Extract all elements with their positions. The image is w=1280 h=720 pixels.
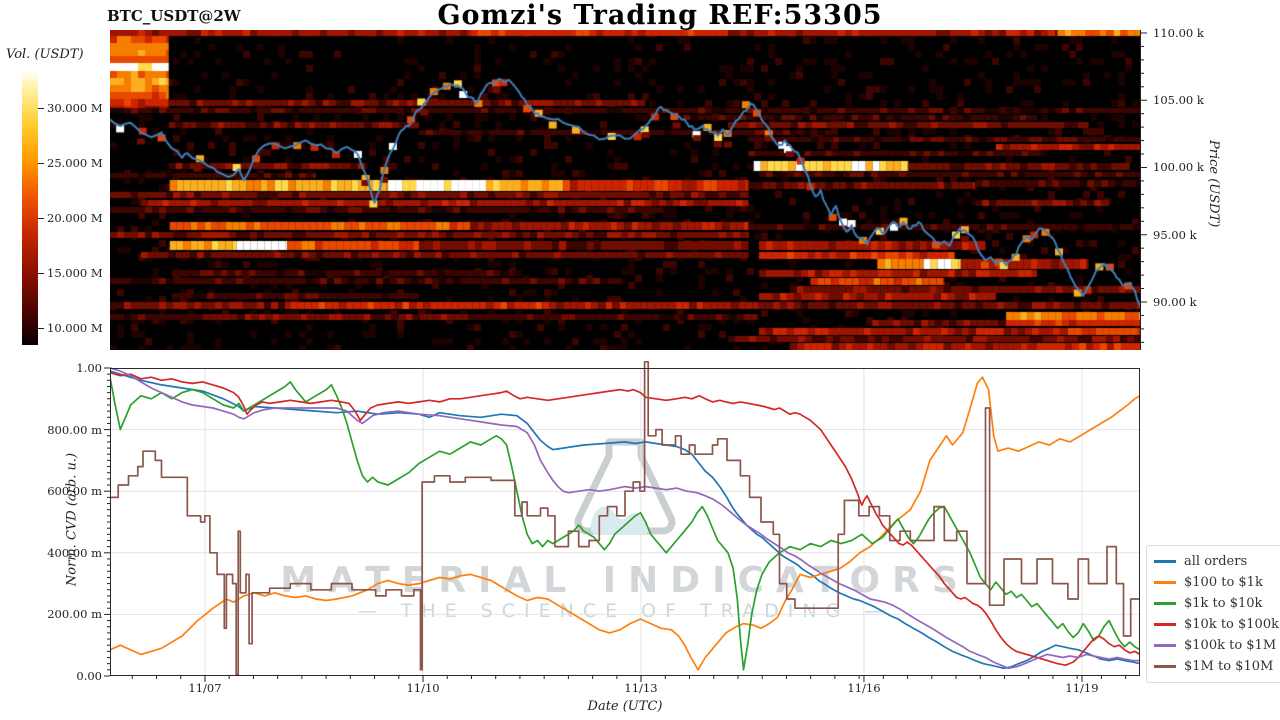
series--10k-to-100k (110, 371, 1140, 667)
cvd-ytick-label: 0.00 (76, 669, 102, 683)
price-tick-label: 95.00 k (1153, 227, 1197, 242)
legend-line-sample (1154, 665, 1176, 668)
colorbar-tick (38, 273, 44, 274)
legend-line-sample (1154, 581, 1176, 584)
legend: all orders $100 to $1k $1k to $10k $10k to … (1146, 545, 1280, 683)
price-tick-label: 105.00 k (1153, 93, 1204, 108)
legend-item: $100 to $1k (1154, 572, 1279, 593)
page-title: Gomzi's Trading REF:53305 (437, 0, 883, 31)
legend-item: $1M to $10M (1154, 656, 1279, 677)
series--1m-to-10m (110, 361, 1140, 676)
colorbar-tick-label: 25.000 M (47, 156, 103, 170)
legend-label: $100 to $1k (1184, 575, 1263, 590)
cvd-ytick-label: 200.00 m (47, 607, 102, 622)
colorbar-tick (38, 218, 44, 219)
legend-label: $10k to $100k (1184, 617, 1279, 632)
legend-item: $10k to $100k (1154, 614, 1279, 635)
legend-item: $100k to $1M (1154, 635, 1279, 656)
legend-line-sample (1154, 623, 1176, 626)
colorbar-title: Vol. (USDT) (6, 47, 84, 62)
legend-label: $100k to $1M (1184, 638, 1277, 653)
cvd-ytick-label: 400.00 m (47, 545, 102, 560)
cvd-xtick-label: 11/07 (188, 681, 222, 695)
legend-label: all orders (1184, 554, 1248, 569)
colorbar-tick (38, 328, 44, 329)
cvd-xtick-label: 11/16 (847, 681, 881, 695)
legend-line-sample (1154, 602, 1176, 605)
colorbar-tick (38, 163, 44, 164)
cvd-xtick-label: 11/13 (624, 681, 658, 695)
price-axis-title: Price (USDT) (1206, 140, 1221, 228)
legend-line-sample (1154, 644, 1176, 647)
series--100-to-1k (110, 376, 1140, 671)
cvd-ytick-label: 1.00 (76, 361, 102, 375)
cvd-x-axis-title: Date (UTC) (587, 699, 663, 714)
colorbar-tick-label: 15.000 M (47, 266, 103, 280)
cvd-ytick-label: 800.00 m (47, 422, 102, 437)
series--100k-to-1m (110, 367, 1140, 670)
legend-line-sample (1154, 560, 1176, 563)
price-tick-label: 110.00 k (1153, 25, 1204, 40)
cvd-ytick-label: 600.00 m (47, 484, 102, 499)
cvd-xtick-label: 11/19 (1065, 681, 1099, 695)
legend-label: $1M to $10M (1184, 659, 1274, 674)
price-tick-label: 90.00 k (1153, 294, 1197, 309)
legend-label: $1k to $10k (1184, 596, 1263, 611)
legend-item: all orders (1154, 551, 1279, 572)
symbol-label: BTC_USDT@2W (107, 7, 241, 25)
volume-colorbar (22, 70, 38, 345)
colorbar-tick-label: 20.000 M (47, 211, 103, 225)
colorbar-tick-label: 10.000 M (47, 321, 103, 335)
cvd-y-axis-title: Norm. CVD (arb. u.) (64, 452, 80, 587)
cvd-xtick-label: 11/10 (406, 681, 440, 695)
liquidity-heatmap (110, 30, 1140, 350)
colorbar-tick (38, 108, 44, 109)
price-tick-label: 100.00 k (1153, 160, 1204, 175)
colorbar-tick-label: 30.000 M (47, 101, 103, 115)
legend-item: $1k to $10k (1154, 593, 1279, 614)
series--1k-to-10k (110, 377, 1140, 671)
